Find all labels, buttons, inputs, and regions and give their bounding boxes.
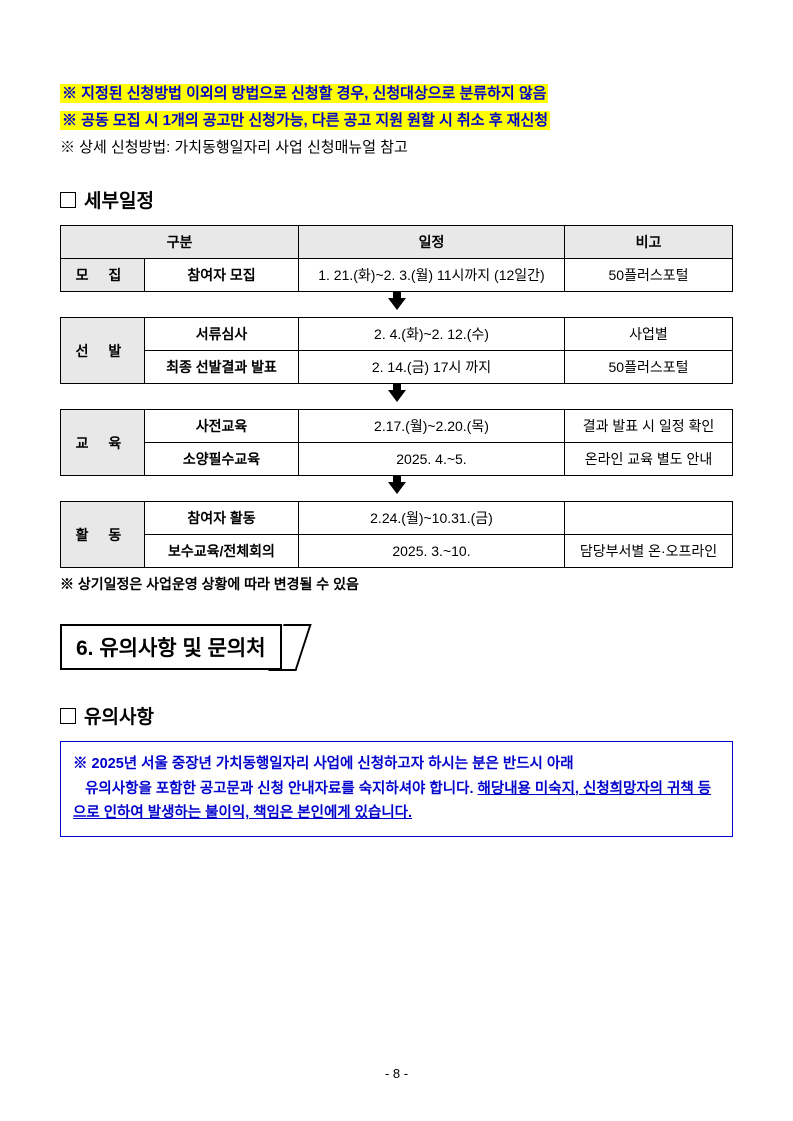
table-row: 보수교육/전체회의 2025. 3.~10. 담당부서별 온·오프라인 <box>61 535 733 568</box>
table-header-row: 구분 일정 비고 <box>61 226 733 259</box>
arrow-row <box>61 476 733 502</box>
col-date: 일정 <box>298 226 564 259</box>
cat-activity: 활 동 <box>61 502 145 568</box>
page-number: - 8 - <box>0 1066 793 1081</box>
checkbox-icon <box>60 708 76 724</box>
arrow-row <box>61 292 733 318</box>
table-row: 선 발 서류심사 2. 4.(화)~2. 12.(수) 사업별 <box>61 318 733 351</box>
arrow-down-icon <box>388 390 406 402</box>
cat-education: 교 육 <box>61 410 145 476</box>
col-category: 구분 <box>61 226 299 259</box>
notice-3: ※ 상세 신청방법: 가치동행일자리 사업 신청매뉴얼 참고 <box>60 134 733 161</box>
notice-1: ※ 지정된 신청방법 이외의 방법으로 신청할 경우, 신청대상으로 분류하지 … <box>60 80 733 107</box>
schedule-footnote: ※ 상기일정은 사업운영 상황에 따라 변경될 수 있음 <box>60 574 733 594</box>
subsection-schedule: 세부일정 <box>60 186 733 213</box>
caution-box: ※ 2025년 서울 중장년 가치동행일자리 사업에 신청하고자 하시는 분은 … <box>60 741 733 837</box>
table-row: 활 동 참여자 활동 2.24.(월)~10.31.(금) <box>61 502 733 535</box>
top-notices: ※ 지정된 신청방법 이외의 방법으로 신청할 경우, 신청대상으로 분류하지 … <box>60 80 733 161</box>
notice-2: ※ 공동 모집 시 1개의 공고만 신청가능, 다른 공고 지원 원할 시 취소… <box>60 107 733 134</box>
col-note: 비고 <box>564 226 732 259</box>
arrow-down-icon <box>388 298 406 310</box>
cat-recruit: 모 집 <box>61 259 145 292</box>
table-row: 교 육 사전교육 2.17.(월)~2.20.(목) 결과 발표 시 일정 확인 <box>61 410 733 443</box>
arrow-down-icon <box>388 482 406 494</box>
caution-text: ※ 2025년 서울 중장년 가치동행일자리 사업에 신청하고자 하시는 분은 … <box>73 752 720 826</box>
checkbox-icon <box>60 192 76 208</box>
section-6-wrap: 6. 유의사항 및 문의처 <box>60 624 733 684</box>
section-6-header: 6. 유의사항 및 문의처 <box>60 624 282 670</box>
table-row: 최종 선발결과 발표 2. 14.(금) 17시 까지 50플러스포털 <box>61 351 733 384</box>
subsection-caution: 유의사항 <box>60 702 733 729</box>
schedule-table: 구분 일정 비고 모 집 참여자 모집 1. 21.(화)~2. 3.(월) 1… <box>60 225 733 568</box>
table-row: 모 집 참여자 모집 1. 21.(화)~2. 3.(월) 11시까지 (12일… <box>61 259 733 292</box>
arrow-row <box>61 384 733 410</box>
cat-select: 선 발 <box>61 318 145 384</box>
table-row: 소양필수교육 2025. 4.~5. 온라인 교육 별도 안내 <box>61 443 733 476</box>
